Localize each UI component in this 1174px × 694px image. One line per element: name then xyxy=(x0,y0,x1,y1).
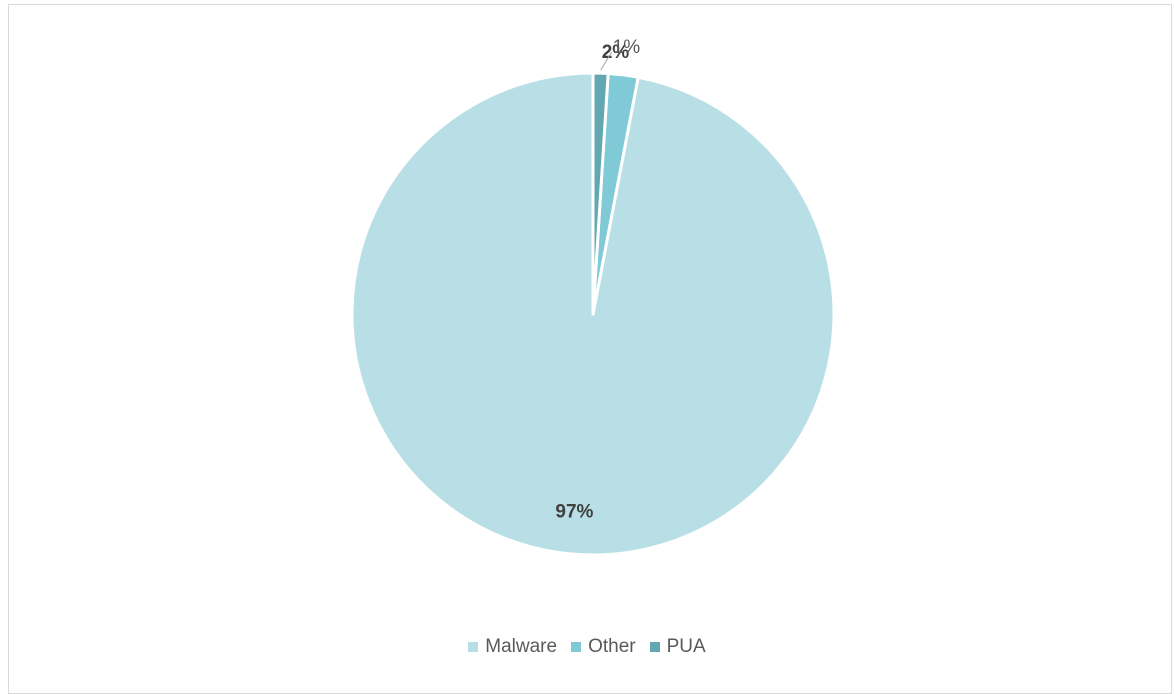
chart-legend: Malware Other PUA xyxy=(0,636,1174,658)
pie-slices xyxy=(350,71,836,557)
pie-data-labels: 97%2%1% xyxy=(555,37,640,523)
legend-swatch-malware xyxy=(468,642,479,652)
legend-label-pua: PUA xyxy=(666,636,706,657)
legend-label-other: Other xyxy=(588,636,636,657)
legend-item-pua: PUA xyxy=(649,636,706,658)
legend-label-malware: Malware xyxy=(485,636,558,657)
legend-swatch-pua xyxy=(649,642,660,652)
data-label-pua: 1% xyxy=(613,37,641,58)
legend-swatch-other xyxy=(571,642,582,652)
data-label-malware: 97% xyxy=(555,502,593,523)
leader-line-pua xyxy=(600,51,613,71)
legend-item-malware: Malware xyxy=(468,636,557,658)
pie-slice-pua xyxy=(591,71,610,316)
legend-item-other: Other xyxy=(571,636,636,658)
